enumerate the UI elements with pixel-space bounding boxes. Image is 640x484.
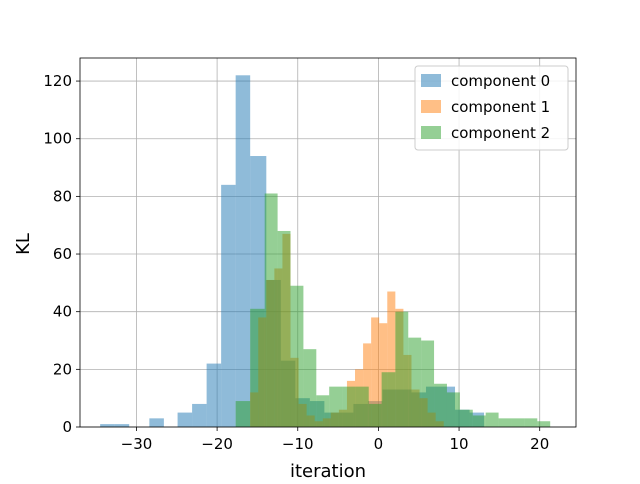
legend-swatch (421, 74, 441, 87)
x-tick-label: 20 (530, 435, 549, 453)
histogram-bar (408, 337, 422, 427)
histogram-bar (329, 386, 343, 427)
y-tick-label: 100 (43, 130, 72, 148)
histogram-bar (395, 311, 409, 427)
histogram-bar (114, 424, 130, 427)
histogram-bar (434, 383, 447, 427)
x-tick-label: 10 (450, 435, 469, 453)
y-tick-label: 120 (43, 72, 72, 90)
y-tick-label: 60 (53, 245, 72, 263)
grid-layer (80, 58, 576, 428)
histogram-bar (290, 285, 304, 427)
histogram-bar (316, 395, 330, 427)
histogram-bar (381, 372, 396, 427)
histogram-bar (177, 412, 193, 427)
legend-box (414, 65, 569, 151)
histogram-bar (250, 308, 265, 427)
x-axis-label: iteration (290, 461, 366, 480)
histogram-bar (235, 75, 251, 427)
histogram-bar (371, 317, 380, 427)
series-2 (235, 193, 551, 427)
legend-label: component 0 (451, 72, 550, 90)
bars-layer (100, 75, 551, 427)
histogram-bar (459, 409, 473, 427)
histogram-bar (537, 421, 551, 427)
histogram-bar (277, 230, 291, 427)
histogram-bar (498, 418, 512, 427)
y-tick-label: 40 (53, 303, 72, 321)
legend-swatch (421, 126, 441, 139)
histogram-bar (221, 184, 236, 427)
histogram-bar (149, 418, 164, 427)
histogram-bar (355, 386, 369, 427)
histogram-bar (485, 412, 499, 427)
histogram-bar (472, 415, 486, 427)
histogram-bar (303, 349, 317, 427)
histogram-bar (511, 418, 525, 427)
legend: component 0 component 1 component 2 (414, 65, 569, 151)
ticks-layer: −30 −20 −10 0 10 20 0 20 40 60 80 100 120 (43, 72, 549, 453)
y-axis-label: KL (13, 233, 34, 255)
histogram-bar (363, 343, 372, 427)
histogram-bar (100, 424, 115, 427)
histogram-bar (264, 193, 278, 427)
x-tick-label: 0 (374, 435, 384, 453)
histogram-bar (421, 340, 435, 427)
x-tick-label: −30 (121, 435, 153, 453)
histogram-bar (387, 291, 396, 427)
y-tick-label: 80 (53, 187, 72, 205)
legend-swatch (421, 100, 441, 113)
histogram-bar (368, 403, 382, 427)
histogram-bar (206, 363, 222, 427)
histogram-bar (342, 386, 356, 427)
legend-label: component 1 (451, 98, 550, 116)
y-tick-label: 0 (62, 418, 72, 436)
histogram-bar (446, 392, 460, 427)
histogram-bar (524, 418, 538, 427)
y-tick-label: 20 (53, 360, 72, 378)
x-tick-label: −10 (282, 435, 314, 453)
histogram-bar (192, 403, 207, 427)
plot-frame (79, 57, 577, 428)
histogram-bar (235, 401, 251, 427)
legend-label: component 2 (451, 124, 550, 142)
x-tick-label: −20 (201, 435, 233, 453)
